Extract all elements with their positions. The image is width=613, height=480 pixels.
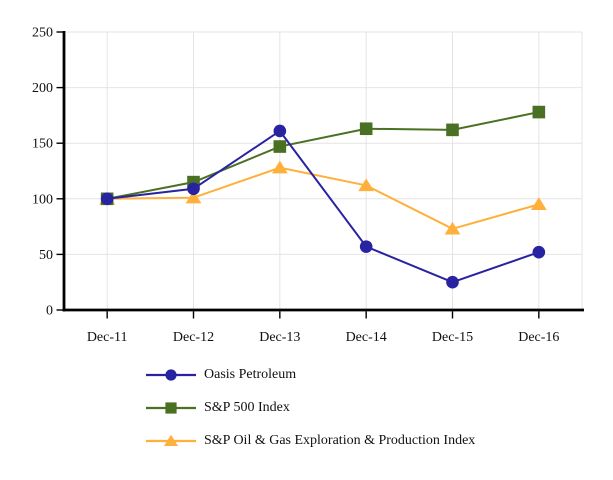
data-point-marker: [444, 221, 461, 235]
y-tick-label: 0: [46, 304, 53, 319]
oasis-petroleum-circle-marker-icon: [146, 369, 196, 381]
axes: [56, 31, 584, 319]
data-point-marker: [165, 369, 177, 381]
x-tick-label: Dec-15: [432, 330, 473, 345]
data-point-marker: [271, 160, 288, 174]
series-circle: [100, 124, 546, 289]
series-line: [106, 111, 540, 200]
y-tick-label: 150: [32, 137, 53, 152]
data-point-marker: [359, 240, 373, 253]
data-point-marker: [100, 192, 114, 206]
x-tick-label: Dec-11: [87, 330, 128, 345]
data-point-marker: [532, 245, 546, 259]
y-tick-label: 50: [39, 248, 53, 263]
axis-labels: 0 50 100 150 200 250 Dec-11 Dec-12 Dec-13 Dec-14 D…: [32, 26, 559, 346]
data-series: [99, 105, 547, 289]
sp-oil-gas-triangle-marker-icon: [146, 434, 196, 447]
y-tick-label: 200: [32, 81, 53, 96]
legend-label: Oasis Petroleum: [204, 367, 297, 382]
series-line: [107, 166, 540, 230]
y-tick-label: 250: [32, 26, 53, 41]
data-point-marker: [530, 197, 547, 211]
data-point-marker: [446, 275, 459, 289]
chart-legend: Oasis Petroleum S&P 500 Index S&P Oil & …: [145, 366, 475, 450]
legend-item-oasis-petroleum: Oasis Petroleum: [145, 366, 475, 384]
data-point-marker: [187, 182, 200, 196]
x-tick-label: Dec-14: [346, 330, 387, 345]
x-tick-label: Dec-16: [518, 330, 559, 345]
x-tick-label: Dec-13: [259, 330, 300, 345]
data-point-marker: [532, 105, 546, 119]
gridlines: [64, 31, 583, 310]
legend-label: S&P Oil & Gas Exploration & Production I…: [204, 433, 476, 448]
sp500-square-marker-icon: [146, 402, 196, 414]
data-point-marker: [273, 124, 287, 138]
data-point-marker: [185, 190, 202, 204]
series-line: [107, 129, 540, 284]
data-point-marker: [446, 123, 459, 137]
legend-item-sp-oil-gas-index: S&P Oil & Gas Exploration & Production I…: [145, 432, 475, 450]
data-point-marker: [164, 434, 178, 447]
legend-item-sp500-index: S&P 500 Index: [145, 399, 475, 417]
data-point-marker: [359, 122, 373, 136]
legend-label: S&P 500 Index: [204, 400, 290, 415]
x-tick-label: Dec-12: [173, 330, 214, 345]
series-triangle: [99, 160, 547, 235]
data-point-marker: [358, 178, 375, 192]
data-point-marker: [273, 140, 287, 153]
line-chart: 0 50 100 150 200 250 Dec-11 Dec-12 Dec-13 Dec-14 D…: [32, 26, 584, 346]
data-point-marker: [165, 402, 177, 414]
y-tick-label: 100: [32, 192, 53, 207]
